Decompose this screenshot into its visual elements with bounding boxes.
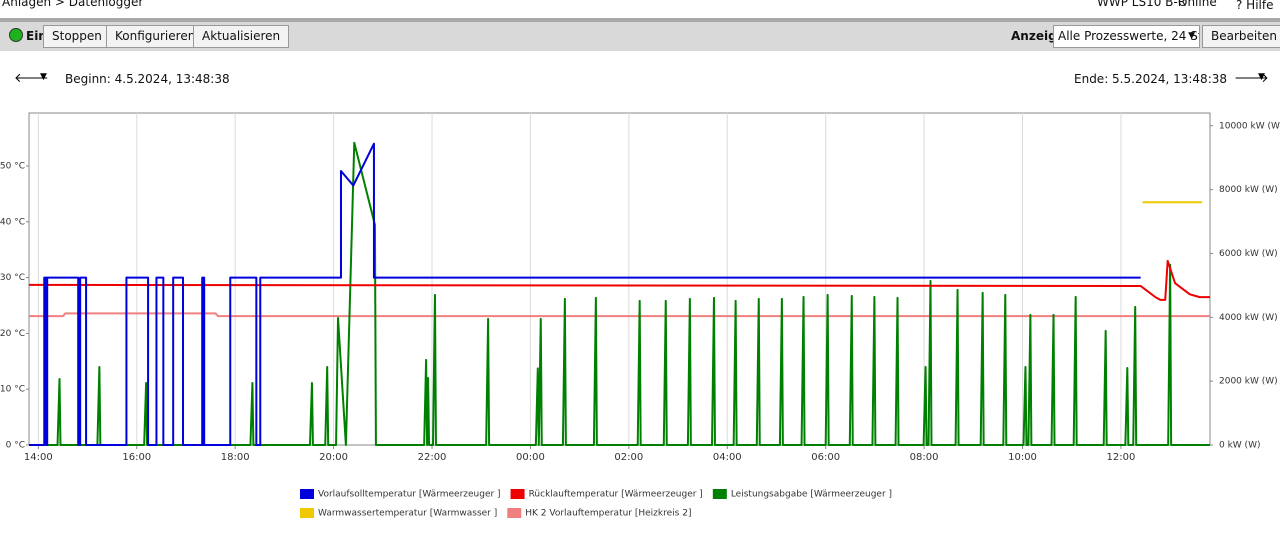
stop-button[interactable]: Stoppen	[43, 25, 111, 48]
legend-label: HK 2 Vorlauftemperatur [Heizkreis 2]	[525, 509, 691, 519]
series-line	[29, 142, 1141, 446]
legend-label: Leistungsabgabe [Wärmeerzeuger ]	[731, 490, 892, 500]
legend-swatch	[507, 508, 522, 518]
configure-button[interactable]: Konfigurieren	[106, 25, 205, 48]
range-end: Ende: 5.5.2024, 13:48:38	[1074, 72, 1228, 86]
x-tick-label: 10:00	[1008, 452, 1037, 463]
x-tick-label: 22:00	[418, 452, 447, 463]
legend-label: Warmwassertemperatur [Warmwasser ]	[318, 509, 497, 519]
plot-frame	[28, 112, 1211, 446]
display-label: Anzeige	[1011, 29, 1065, 43]
x-tick-label: 04:00	[713, 452, 742, 463]
y-tick-label: 0 °C	[6, 441, 25, 451]
legend-label: Vorlaufsolltemperatur [Wärmeerzeuger ]	[318, 490, 501, 500]
legend-swatch	[510, 489, 525, 499]
display-select[interactable]: Alle Prozesswerte, 24 Stu ▼	[1053, 25, 1200, 48]
x-tick-label: 08:00	[910, 452, 939, 463]
range-begin: Beginn: 4.5.2024, 13:48:38	[65, 72, 230, 86]
device-name: WWP LS10 B-R	[1097, 0, 1187, 9]
y-tick-label: 20 °C	[0, 329, 25, 339]
x-tick-label: 06:00	[811, 452, 840, 463]
top-bar: Anlagen > Datenlogger WWP LS10 B-R Onlin…	[0, 0, 1280, 18]
series-line	[29, 312, 1210, 318]
y2-tick-label: 2000 kW (W)	[1219, 377, 1278, 387]
y2-tick-label: 0 kW (W)	[1219, 441, 1260, 451]
y-tick-label: 30 °C	[0, 273, 25, 283]
toolbar: Ein Stoppen Konfigurieren Aktualisieren …	[0, 22, 1280, 51]
separator	[0, 18, 1280, 22]
prev-arrow[interactable]: 🡐	[14, 71, 49, 86]
y2-tick-label: 10000 kW (W)	[1219, 121, 1280, 131]
y2-tick-label: 8000 kW (W)	[1219, 185, 1278, 195]
x-tick-label: 20:00	[319, 452, 348, 463]
y-tick-label: 50 °C	[0, 162, 25, 172]
legend-label: Rücklauftemperatur [Wärmeerzeuger ]	[529, 490, 703, 500]
y-tick-label: 40 °C	[0, 217, 25, 227]
status-indicator	[9, 28, 23, 42]
display-select-value: Alle Prozesswerte, 24 Stu	[1058, 29, 1200, 43]
online-status: Online	[1178, 0, 1217, 9]
x-tick-label: 12:00	[1107, 452, 1136, 463]
legend-swatch	[712, 489, 727, 499]
y2-tick-label: 6000 kW (W)	[1219, 249, 1278, 259]
select-arrow: ▼	[1188, 31, 1195, 41]
next-menu[interactable]: ▼	[1258, 72, 1265, 82]
legend-swatch	[300, 508, 314, 518]
series-line	[28, 259, 1210, 301]
y-tick-label: 10 °C	[0, 385, 25, 395]
x-tick-label: 14:00	[24, 452, 53, 463]
x-tick-label: 16:00	[122, 452, 151, 463]
legend-swatch	[300, 489, 314, 499]
prev-menu[interactable]: ▼	[40, 72, 47, 82]
status-label: Ein	[26, 29, 47, 43]
refresh-button[interactable]: Aktualisieren	[193, 25, 290, 48]
next-arrow[interactable]: 🡒	[1234, 71, 1269, 86]
x-tick-label: 00:00	[516, 452, 545, 463]
series-line	[29, 141, 1210, 446]
y2-tick-label: 4000 kW (W)	[1219, 313, 1278, 323]
breadcrumb[interactable]: Anlagen > Datenlogger	[2, 0, 144, 9]
edit-button[interactable]: Bearbeiten	[1202, 25, 1280, 48]
x-tick-label: 02:00	[614, 452, 643, 463]
x-tick-label: 18:00	[221, 452, 250, 463]
help-link[interactable]: ? Hilfe	[1236, 0, 1274, 12]
